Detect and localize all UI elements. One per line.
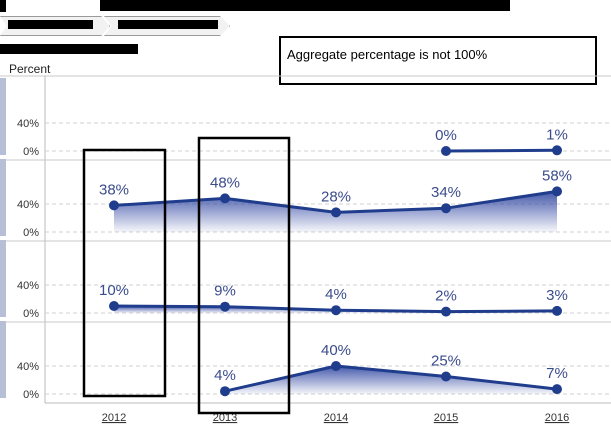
data-label: 25% <box>431 353 461 370</box>
data-point <box>552 384 562 395</box>
data-point <box>552 305 562 316</box>
y-tick-label: 0% <box>23 146 39 158</box>
panel-2-header-strip <box>0 159 6 236</box>
data-label: 1% <box>546 126 568 143</box>
highlight-box-2013 <box>197 136 291 415</box>
y-tick-label: 0% <box>23 227 39 239</box>
data-label: 3% <box>546 287 568 304</box>
redacted-title <box>100 0 510 11</box>
data-point <box>552 186 562 197</box>
panel-1: 0% 40% 0% 1% <box>0 78 611 158</box>
redacted-corner <box>0 0 6 12</box>
data-point <box>552 145 562 156</box>
chart-panels: 0% 40% 0% 1% 0% 40% 38% 48% 28% 34% 58% 0% 40% 10% 9% 4… <box>0 78 611 401</box>
data-point <box>441 306 451 317</box>
data-point <box>220 193 230 204</box>
data-point <box>331 361 341 371</box>
data-label: 9% <box>214 283 236 300</box>
y-tick-label: 40% <box>17 361 39 373</box>
data-point <box>441 371 451 382</box>
data-label: 7% <box>546 365 568 382</box>
y-tick-label: 40% <box>17 199 39 211</box>
panel-3-header-strip <box>0 240 6 317</box>
data-label: 40% <box>321 342 351 359</box>
data-label: 38% <box>99 181 129 198</box>
y-tick-label: 0% <box>23 389 39 401</box>
series-line <box>445 148 558 153</box>
highlight-boxes <box>82 136 291 415</box>
data-point <box>220 386 230 397</box>
x-tick-label: 2014 <box>324 412 348 424</box>
data-point <box>109 301 119 311</box>
highlight-box-2012 <box>82 148 167 398</box>
panel-1-header-strip <box>0 78 6 155</box>
data-label: 48% <box>210 174 240 191</box>
chart-frame <box>0 75 611 404</box>
data-label: 4% <box>214 367 236 384</box>
data-point <box>331 207 341 218</box>
data-point <box>441 203 451 214</box>
data-label: 4% <box>325 286 347 303</box>
data-label: 0% <box>435 127 457 144</box>
redacted-breadcrumb-2 <box>118 20 218 29</box>
y-tick-label: 0% <box>23 308 39 320</box>
x-tick-label: 2013 <box>213 412 237 424</box>
data-label: 2% <box>435 288 457 305</box>
aggregate-note-text: Aggregate percentage is not 100% <box>287 47 488 62</box>
data-point <box>109 200 119 211</box>
x-tick-label: 2016 <box>545 412 569 424</box>
panel-3: 0% 40% 10% 9% 4% 2% 3% <box>0 240 611 320</box>
measure-label: Percent <box>9 62 51 76</box>
data-point <box>441 146 451 156</box>
data-label: 58% <box>542 167 572 184</box>
redacted-breadcrumb-1 <box>8 20 93 29</box>
panel-4: 0% 40% 4% 40% 25% 7% <box>0 321 611 401</box>
series-line <box>224 364 558 393</box>
data-point <box>220 301 230 312</box>
aggregate-note: Aggregate percentage is not 100% <box>279 36 597 85</box>
data-label: 28% <box>321 188 351 205</box>
y-tick-label: 40% <box>17 118 39 130</box>
data-label: 10% <box>99 282 129 299</box>
y-tick-label: 40% <box>17 280 39 292</box>
data-label: 34% <box>431 184 461 201</box>
panel-2: 0% 40% 38% 48% 28% 34% 58% <box>0 159 611 239</box>
x-tick-label: 2012 <box>102 412 126 424</box>
x-tick-label: 2015 <box>434 412 458 424</box>
panel-4-header-strip <box>0 321 6 398</box>
data-point <box>331 305 341 316</box>
redacted-subtitle <box>0 44 138 54</box>
x-axis: 2012 2013 2014 2015 2016 <box>102 412 569 424</box>
